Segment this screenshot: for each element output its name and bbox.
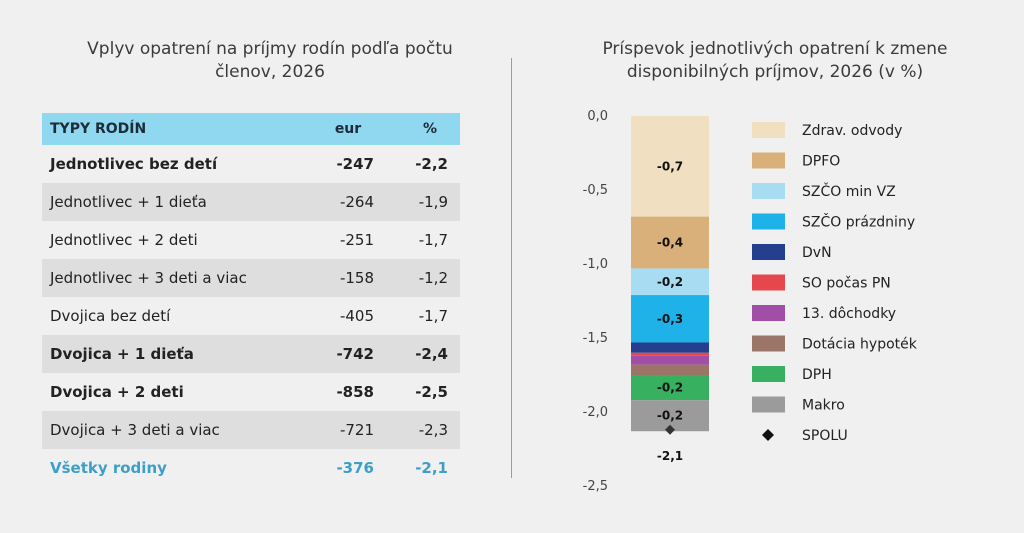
segment-value-label: -0,2: [657, 275, 683, 289]
table-row: Dvojica bez detí -405 -1,7: [42, 297, 460, 335]
total-value-label: -2,1: [657, 449, 683, 463]
row-label: Dvojica + 1 dieťa: [42, 335, 296, 373]
y-tick-label: -1,5: [583, 331, 608, 346]
row-pct: -1,7: [418, 307, 448, 325]
legend-label: DPH: [802, 367, 832, 383]
row-pct: -2,3: [400, 411, 460, 449]
segment-value-label: -0,4: [657, 236, 683, 250]
header-eur: eur: [296, 113, 400, 145]
legend-label: 13. dôchodky: [802, 306, 896, 322]
bar-segment: [631, 295, 709, 343]
row-eur: -247: [336, 155, 374, 173]
y-tick-label: -2,5: [583, 479, 608, 494]
segment-value-label: -0,3: [657, 312, 683, 326]
bar-segment: [631, 364, 709, 375]
bar-segment: [631, 116, 709, 217]
total-marker: [665, 424, 675, 435]
total-label: Všetky rodiny: [50, 459, 167, 477]
legend-label: SZČO min VZ: [802, 182, 896, 200]
legend-swatch: [752, 183, 785, 199]
row-eur: -251: [339, 231, 374, 249]
segment-value-label: -0,2: [657, 409, 683, 423]
row-label: Dvojica + 3 deti a viac: [42, 411, 296, 449]
row-label: Dvojica + 2 deti: [50, 383, 184, 401]
row-pct: -1,2: [400, 259, 460, 297]
segment-value-label: -0,7: [657, 159, 683, 173]
row-label: Jednotlivec bez detí: [50, 155, 218, 173]
legend-swatch: [752, 366, 785, 382]
row-eur: -405: [339, 307, 374, 325]
legend-label: SO počas PN: [802, 276, 891, 292]
legend-swatch: [752, 335, 785, 352]
legend-label: SZČO prázdniny: [802, 213, 915, 231]
legend-swatch: [752, 305, 785, 321]
legend-swatch: [752, 152, 785, 169]
panel-divider: [511, 58, 512, 478]
legend-swatch: [752, 396, 785, 413]
chart-title: Príspevok jednotlivých opatrení k zmene …: [602, 39, 948, 82]
legend-label: Dotácia hypoték: [802, 337, 918, 353]
row-pct: -1,7: [418, 231, 448, 249]
row-eur: -858: [336, 383, 374, 401]
row-pct: -2,2: [415, 155, 448, 173]
table-row: Jednotlivec + 2 deti -251 -1,7: [42, 221, 460, 259]
legend-swatch: [752, 274, 785, 291]
family-impact-table: TYPY RODÍN eur % Jednotlivec bez detí -24…: [42, 113, 460, 487]
header-family-type: TYPY RODÍN: [42, 113, 296, 145]
table-header-row: TYPY RODÍN eur %: [42, 113, 460, 145]
legend-label: DPFO: [802, 154, 840, 170]
legend-swatch: [752, 244, 785, 260]
table-title: Vplyv opatrení na príjmy rodín podľa poč…: [87, 39, 453, 82]
legend-swatch-total: [762, 429, 774, 441]
total-eur: -376: [336, 459, 374, 477]
bar-segment: [631, 352, 709, 356]
row-label: Jednotlivec + 3 deti a viac: [42, 259, 296, 297]
table-row: Jednotlivec + 1 dieťa -264 -1,9: [42, 183, 460, 221]
legend-label: DvN: [802, 245, 832, 261]
row-eur: -721: [296, 411, 400, 449]
bar-segment: [631, 342, 709, 353]
bar-segment: [631, 375, 709, 401]
bar-segment: [631, 216, 709, 269]
y-tick-label: -0,5: [583, 183, 608, 198]
legend-swatch: [752, 122, 785, 138]
row-eur: -264: [296, 183, 400, 221]
table-row: Dvojica + 1 dieťa -742 -2,4: [42, 335, 460, 373]
row-eur: -158: [296, 259, 400, 297]
legend-label: Makro: [802, 398, 845, 414]
table-total-row: Všetky rodiny -376 -2,1: [42, 449, 460, 487]
row-label: Dvojica bez detí: [50, 307, 171, 325]
y-tick-label: -2,0: [583, 405, 608, 420]
table-row: Dvojica + 3 deti a viac -721 -2,3: [42, 411, 460, 449]
bar-segment: [631, 355, 709, 365]
header-pct: %: [400, 113, 460, 145]
legend-swatch: [752, 213, 785, 230]
legend-label: Zdrav. odvody: [802, 123, 902, 139]
y-tick-label: 0,0: [587, 109, 608, 124]
row-eur: -742: [296, 335, 400, 373]
legend-label-total: SPOLU: [802, 428, 848, 444]
segment-value-label: -0,2: [657, 381, 683, 395]
bar-segment: [631, 268, 709, 296]
table-row: Jednotlivec + 3 deti a viac -158 -1,2: [42, 259, 460, 297]
row-label: Jednotlivec + 1 dieťa: [42, 183, 296, 221]
y-tick-label: -1,0: [583, 257, 608, 272]
table-row: Dvojica + 2 deti -858 -2,5: [42, 373, 460, 411]
row-pct: -2,4: [400, 335, 460, 373]
total-pct: -2,1: [415, 459, 448, 477]
table-row: Jednotlivec bez detí -247 -2,2: [42, 145, 460, 183]
row-pct: -1,9: [400, 183, 460, 221]
row-pct: -2,5: [415, 383, 448, 401]
row-label: Jednotlivec + 2 deti: [50, 231, 198, 249]
